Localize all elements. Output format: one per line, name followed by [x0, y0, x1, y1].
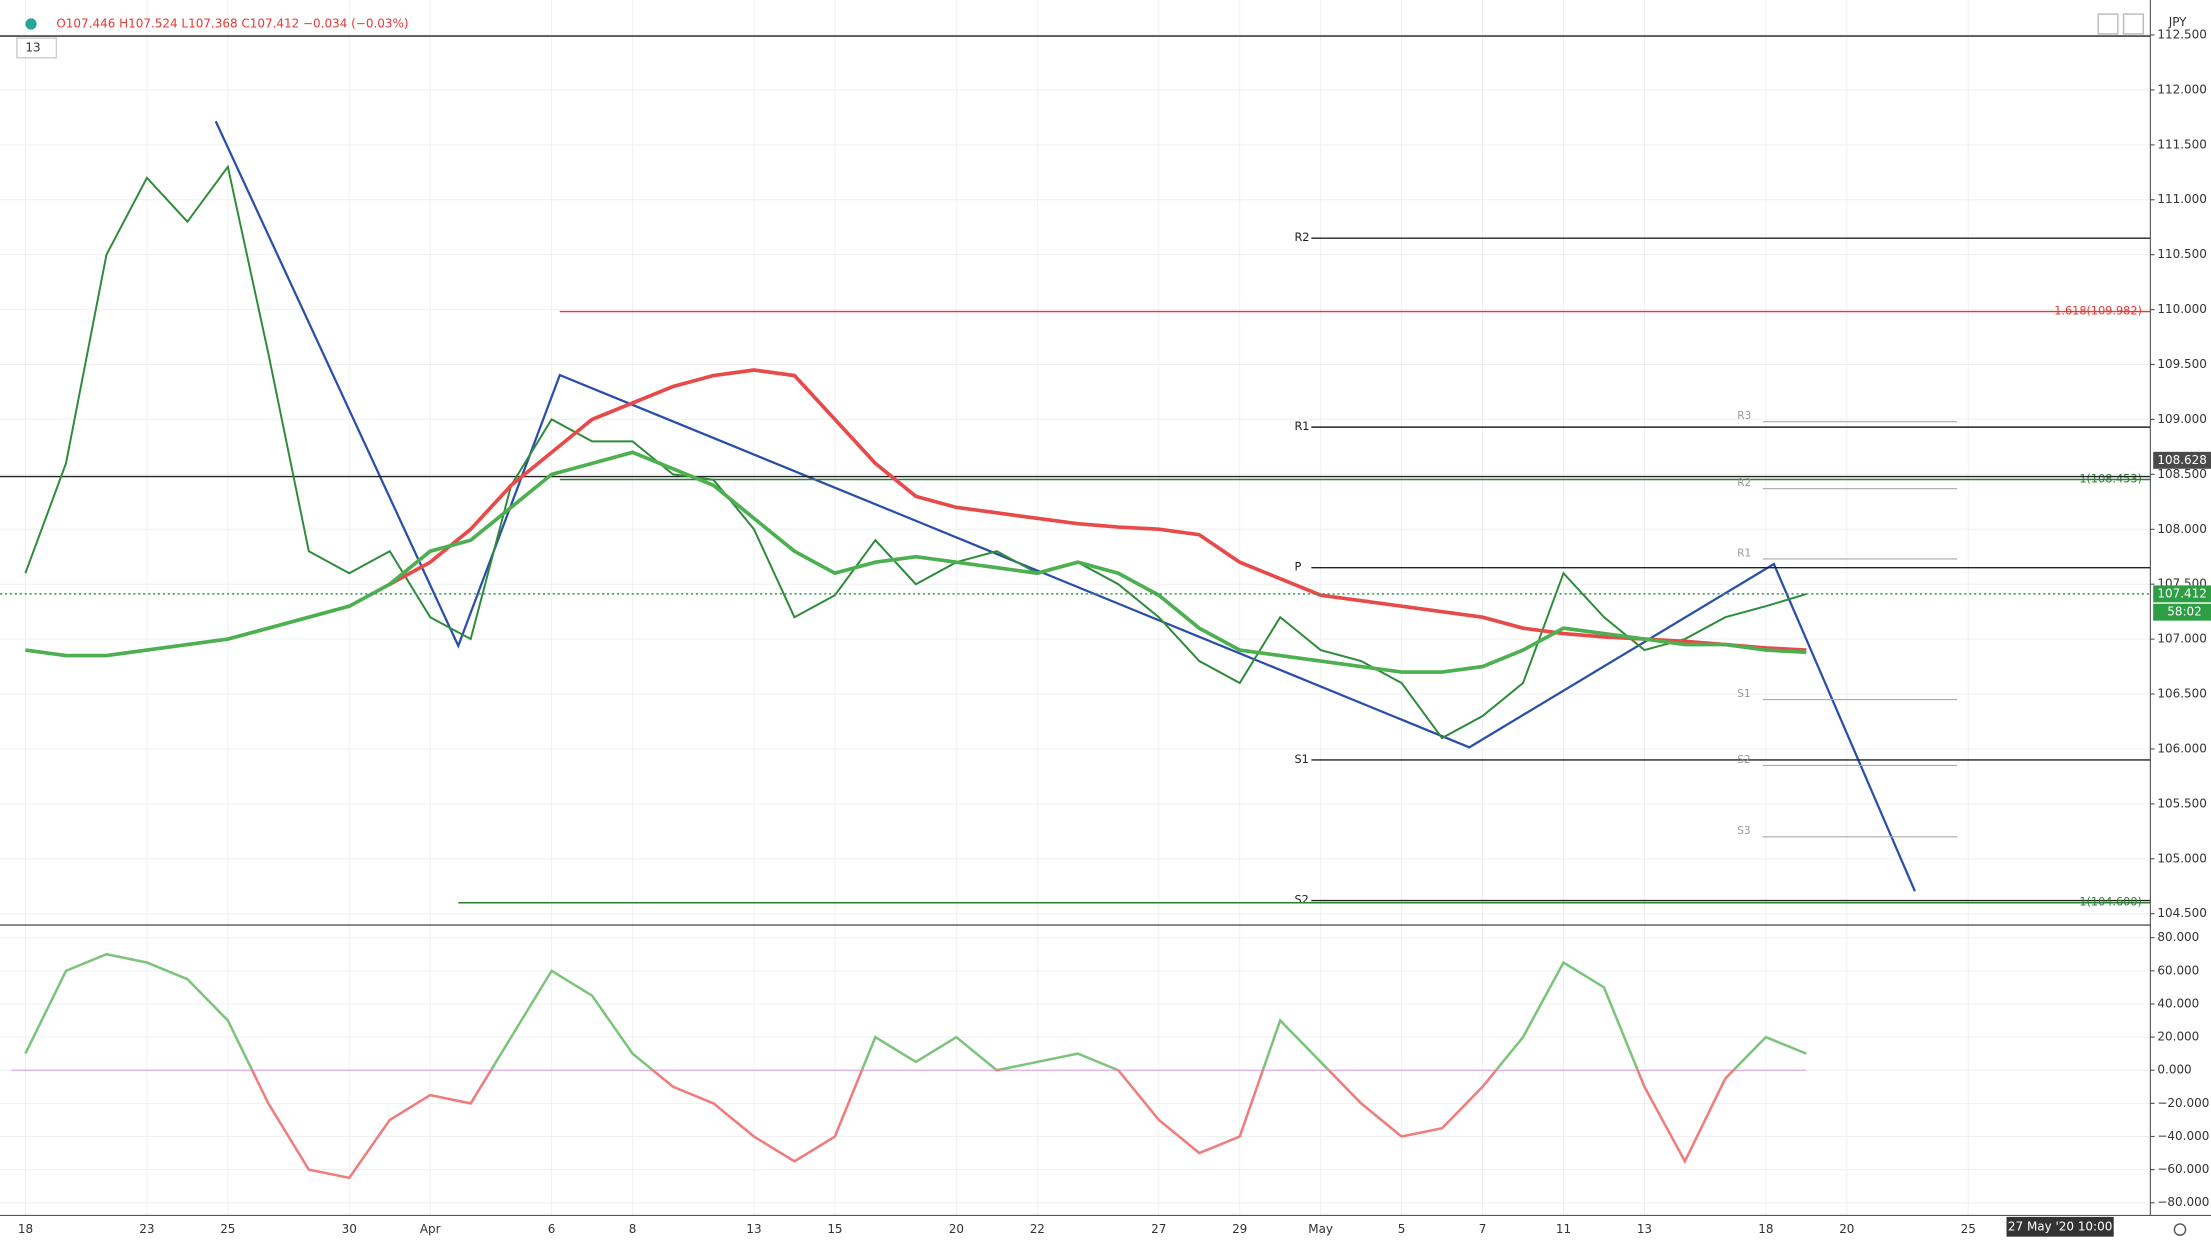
x-tick-label: May [1308, 1222, 1333, 1236]
y-tick-label: −40.000 [2157, 1129, 2209, 1143]
x-tick-label: 20 [949, 1222, 964, 1236]
x-tick-label: 18 [1758, 1222, 1773, 1236]
plot-layer: R2 1.618(109.982) R1 1(108.453) P S1 S2 1(104.6… [0, 35, 2211, 1180]
y-tick-label: 109.500 [2157, 357, 2207, 371]
reset-button[interactable] [2122, 13, 2145, 35]
price-tag-label: 108.628 [2157, 453, 2207, 467]
pivot-label: S2 [1737, 754, 1750, 766]
ohlc-readout: O107.446 H107.524 L107.368 C107.412 −0.0… [56, 16, 408, 30]
series-line [25, 450, 1807, 674]
series-line [24, 164, 1807, 740]
y-tick-label: 106.500 [2157, 687, 2207, 701]
x-tick-label: 11 [1556, 1222, 1571, 1236]
drawings [214, 120, 1916, 892]
y-tick-label: 106.000 [2157, 741, 2207, 755]
pivot-label: S1 [1737, 688, 1750, 700]
x-tick-label: 22 [1030, 1222, 1045, 1236]
y-tick-label: −80.000 [2157, 1195, 2209, 1209]
settings-button[interactable] [2173, 1223, 2187, 1236]
countdown-tag [2153, 603, 2211, 621]
y-tick-label: 112.000 [2157, 82, 2207, 96]
pivot-label: R1 [1737, 547, 1751, 559]
interval-label[interactable]: 13 [25, 40, 40, 54]
x-tick-label: 13 [746, 1222, 761, 1236]
price-tag-label: 107.412 [2157, 586, 2207, 600]
pivot-label: R2 [1737, 477, 1751, 489]
y-tick-label: 108.000 [2157, 522, 2207, 536]
level-label: 1(108.453) [2079, 473, 2142, 486]
level-label: P [1294, 561, 1301, 574]
x-tick-label: 5 [1398, 1222, 1406, 1236]
x-tick-label: 25 [220, 1222, 235, 1236]
scroll-button[interactable] [2097, 13, 2119, 35]
trend-drawing [214, 120, 1916, 892]
time-tag-label: 27 May '20 10:00 [2008, 1219, 2112, 1233]
x-tick-label: 29 [1232, 1222, 1247, 1236]
time-tag [2006, 1216, 2114, 1237]
level-label: S1 [1294, 753, 1308, 766]
pivot-label: R3 [1737, 410, 1751, 422]
level-label: R1 [1294, 420, 1309, 433]
y-tick-label: −20.000 [2157, 1096, 2209, 1110]
y-tick-label: 108.500 [2157, 467, 2207, 481]
y-tick-label: 60.000 [2157, 963, 2199, 977]
y-tick-label: 104.500 [2157, 906, 2207, 920]
series-line [388, 368, 1807, 652]
y-tick-label: 107.000 [2157, 632, 2207, 646]
x-tick-label: 23 [139, 1222, 154, 1236]
y-tick-label: −60.000 [2157, 1162, 2209, 1176]
status-dot [25, 18, 37, 30]
level-label: R2 [1294, 231, 1309, 244]
y-tick-label: 110.500 [2157, 247, 2207, 261]
countdown-label: 58:02 [2167, 605, 2202, 619]
level-label: 1(104.600) [2079, 896, 2142, 909]
x-tick-label: 25 [1961, 1222, 1976, 1236]
currency-label: JPY [2168, 15, 2187, 29]
y-tick-label: 111.500 [2157, 137, 2207, 151]
y-tick-label: 105.000 [2157, 851, 2207, 865]
price-tag [2153, 585, 2211, 603]
x-tick-label: 20 [1839, 1222, 1854, 1236]
x-tick-label: 15 [827, 1222, 842, 1236]
level-label: 1.618(109.982) [2054, 305, 2142, 318]
series-line [24, 952, 1807, 1180]
x-tick-label: 7 [1479, 1222, 1487, 1236]
y-tick-label: 20.000 [2157, 1030, 2199, 1044]
x-tick-label: 6 [548, 1222, 556, 1236]
x-tick-label: 30 [342, 1222, 357, 1236]
pivot-label: S3 [1737, 825, 1750, 837]
y-tick-label: 112.500 [2157, 27, 2207, 41]
y-tick-label: 80.000 [2157, 930, 2199, 944]
x-tick-label: 13 [1637, 1222, 1652, 1236]
x-tick-label: 8 [629, 1222, 637, 1236]
y-tick-label: 0.000 [2157, 1063, 2191, 1077]
y-tick-label: 105.500 [2157, 796, 2207, 810]
y-tick-label: 109.000 [2157, 412, 2207, 426]
y-tick-label: 110.000 [2157, 302, 2207, 316]
price-tag [2153, 451, 2211, 469]
level-label: S2 [1294, 894, 1308, 907]
y-tick-label: 111.000 [2157, 192, 2207, 206]
x-tick-label: 27 [1151, 1222, 1166, 1236]
y-tick-label: 40.000 [2157, 996, 2199, 1010]
x-tick-label: 18 [18, 1222, 33, 1236]
x-tick-label: Apr [420, 1222, 441, 1236]
interval-box[interactable] [16, 37, 58, 59]
